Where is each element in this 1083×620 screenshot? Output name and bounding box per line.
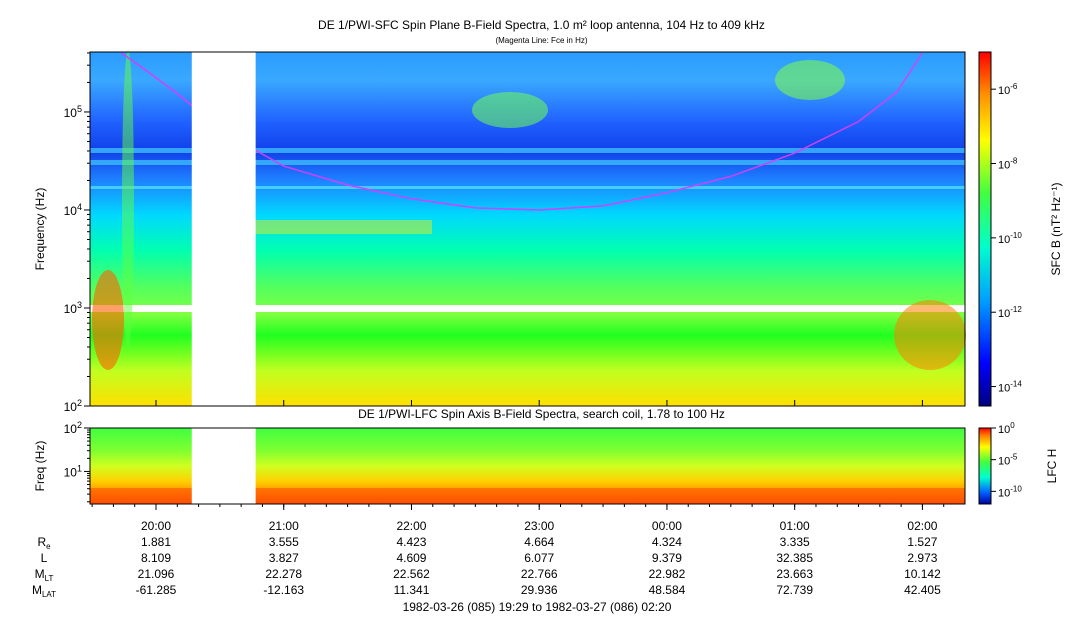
sfc-band-boundary-gap — [90, 305, 965, 312]
ephemeris-row-label: MLT — [35, 567, 54, 583]
colorbar-tick-label: 10-6 — [998, 82, 1018, 97]
time-tick-label: 01:00 — [780, 519, 810, 533]
sfc-emission-burst — [122, 50, 134, 350]
sfc-interference-line — [90, 148, 965, 153]
time-tick-label: 00:00 — [652, 519, 682, 533]
time-tick-label: 21:00 — [269, 519, 299, 533]
sfc-y-tick-label: 103 — [64, 300, 82, 316]
sfc-frame — [89, 51, 966, 407]
ephemeris-value: 32.385 — [776, 551, 813, 565]
ephemeris-value: 1.881 — [141, 535, 171, 549]
sfc-emission-burst — [775, 60, 845, 100]
sfc-spectrogram-panel: 102 103 104 105 Frequency (Hz) — [33, 50, 966, 414]
ephemeris-value: 23.663 — [776, 567, 813, 581]
sfc-emission-band — [252, 220, 432, 234]
ephemeris-value: 3.335 — [780, 535, 810, 549]
ephemeris-row-label: MLAT — [32, 583, 56, 599]
ephemeris-value: 4.664 — [524, 535, 554, 549]
sfc-emission-burst — [894, 300, 966, 370]
time-tick-label: 20:00 — [141, 519, 171, 533]
ephemeris-value: 10.142 — [904, 567, 941, 581]
ephemeris-row-label: L — [41, 551, 48, 565]
time-tick-label: 02:00 — [907, 519, 937, 533]
lfc-y-axis-label: Freq (Hz) — [33, 441, 47, 492]
data-gap — [191, 52, 256, 406]
chart-title: DE 1/PWI-SFC Spin Plane B-Field Spectra,… — [318, 18, 765, 32]
sfc-colorbar-label: SFC B (nT² Hz⁻¹) — [1049, 183, 1063, 276]
colorbar-tick-label: 100 — [998, 421, 1015, 436]
ephemeris-value: 4.324 — [652, 535, 682, 549]
ephemeris-value: -61.285 — [136, 583, 177, 597]
sfc-y-axis-label: Frequency (Hz) — [33, 188, 47, 271]
ephemeris-value: 29.936 — [521, 583, 558, 597]
lower-panel-title: DE 1/PWI-LFC Spin Axis B-Field Spectra, … — [358, 407, 725, 421]
sfc-y-tick-label: 102 — [64, 398, 82, 414]
ephemeris-value: 6.077 — [524, 551, 554, 565]
time-axis: 20:00 21:00 22:00 23:00 00:00 01:00 02:00 — [91, 400, 945, 533]
lfc-y-tick-label: 101 — [64, 463, 82, 479]
ephemeris-value: 9.379 — [652, 551, 682, 565]
colorbar-tick-label: 10-10 — [998, 231, 1022, 246]
sfc-emission-burst — [92, 270, 124, 370]
lfc-colorbar-gradient — [978, 427, 992, 505]
ephemeris-value: 22.278 — [265, 567, 302, 581]
sfc-colorbar-gradient — [978, 51, 992, 407]
ephemeris-value: 22.562 — [393, 567, 430, 581]
sfc-colorbar: 10-6 10-8 10-10 10-12 10-14 SFC B (nT² Hz⁻¹) — [978, 51, 1063, 407]
ephemeris-value: 3.827 — [269, 551, 299, 565]
lfc-low-frequency-band — [90, 488, 965, 504]
ephemeris-row-label: Re — [37, 535, 51, 551]
lfc-colorbar-label: LFC H — [1045, 449, 1059, 484]
ephemeris-value: 4.609 — [396, 551, 426, 565]
sfc-interference-line — [90, 186, 965, 189]
ephemeris-value: 22.982 — [649, 567, 686, 581]
colorbar-tick-label: 10-12 — [998, 305, 1022, 320]
data-gap — [191, 428, 256, 504]
ephemeris-value: 72.739 — [776, 583, 813, 597]
colorbar-tick-label: 10-8 — [998, 157, 1018, 172]
time-tick-label: 22:00 — [396, 519, 426, 533]
sfc-interference-line — [90, 160, 965, 165]
time-range-caption: 1982-03-26 (085) 19:29 to 1982-03-27 (08… — [403, 600, 672, 614]
ephemeris-value: 21.096 — [138, 567, 175, 581]
ephemeris-value: 2.973 — [907, 551, 937, 565]
ephemeris-value: 4.423 — [396, 535, 426, 549]
chart-subtitle: (Magenta Line: Fce in Hz) — [495, 36, 588, 45]
lfc-spectrogram-panel: 101 102 Freq (Hz) — [33, 420, 966, 505]
ephemeris-value: 1.527 — [907, 535, 937, 549]
ephemeris-value: 42.405 — [904, 583, 941, 597]
sfc-emission-burst — [472, 92, 548, 128]
colorbar-tick-label: 10-5 — [998, 453, 1018, 468]
colorbar-tick-label: 10-14 — [998, 380, 1022, 395]
ephemeris-value: 48.584 — [649, 583, 686, 597]
ephemeris-table: Re 1.881 3.555 4.423 4.664 4.324 3.335 1.527 L 8.… — [32, 535, 941, 599]
colorbar-tick-label: 10-10 — [998, 484, 1022, 499]
ephemeris-value: 3.555 — [269, 535, 299, 549]
ephemeris-value: -12.163 — [263, 583, 304, 597]
ephemeris-value: 8.109 — [141, 551, 171, 565]
ephemeris-value: 22.766 — [521, 567, 558, 581]
sfc-y-tick-label: 104 — [64, 202, 82, 218]
lfc-y-tick-label: 102 — [64, 420, 82, 436]
time-tick-label: 23:00 — [524, 519, 554, 533]
lfc-colorbar: 100 10-5 10-10 LFC H — [978, 421, 1059, 505]
ephemeris-value: 11.341 — [394, 583, 430, 597]
lfc-frame — [89, 427, 966, 505]
sfc-y-tick-label: 105 — [64, 104, 82, 120]
